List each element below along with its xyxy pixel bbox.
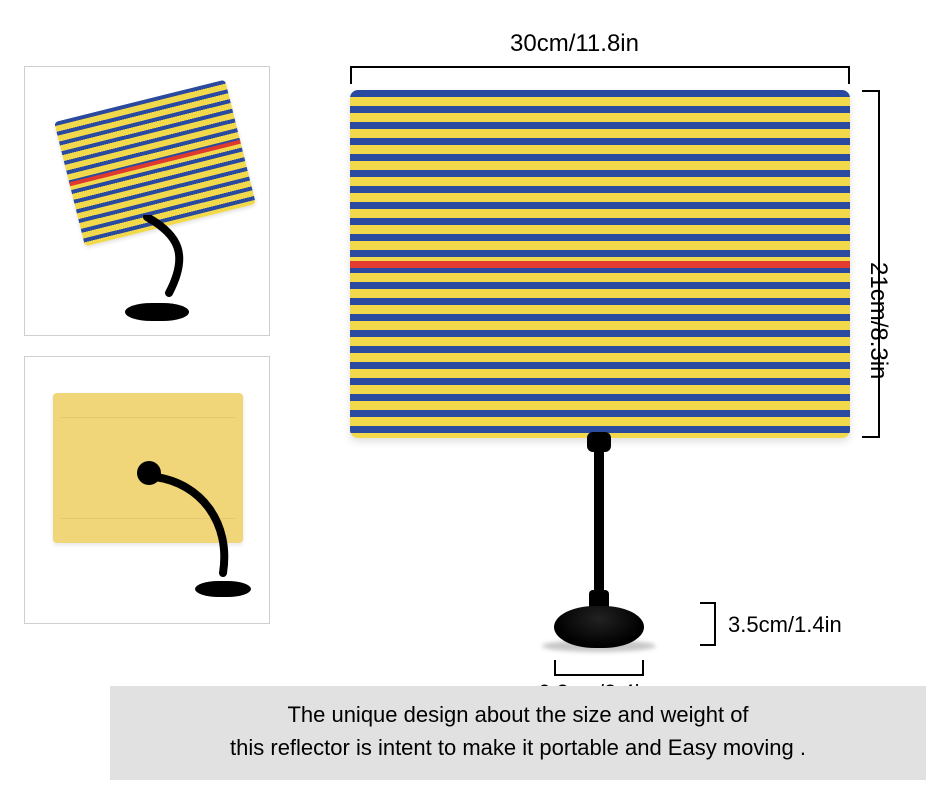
base-height-bracket	[698, 602, 716, 646]
base-height-label: 3.5cm/1.4in	[728, 612, 842, 638]
width-bracket	[350, 66, 850, 84]
gooseneck	[594, 438, 604, 598]
base-width-bracket	[554, 660, 644, 676]
height-label: 21cm/8.3in	[864, 262, 892, 379]
thumbnail-front	[24, 66, 270, 336]
base-shadow	[542, 640, 656, 652]
thumbnail-back	[24, 356, 270, 624]
thumbnail-column	[24, 66, 270, 644]
board-midline	[350, 261, 850, 268]
main-diagram: 30cm/11.8in 21cm/8.3in 3.5cm/1.4in 6.2cm…	[310, 30, 930, 710]
reflector-board	[350, 90, 850, 438]
thumb2-arm	[151, 473, 241, 583]
thumb2-base	[195, 581, 251, 597]
caption-line-1: The unique design about the size and wei…	[134, 698, 902, 731]
caption-line-2: this reflector is intent to make it port…	[134, 731, 902, 764]
thumb1-neck	[139, 215, 219, 315]
width-label: 30cm/11.8in	[510, 30, 639, 58]
thumb1-base	[125, 303, 189, 321]
caption-bar: The unique design about the size and wei…	[110, 686, 926, 780]
